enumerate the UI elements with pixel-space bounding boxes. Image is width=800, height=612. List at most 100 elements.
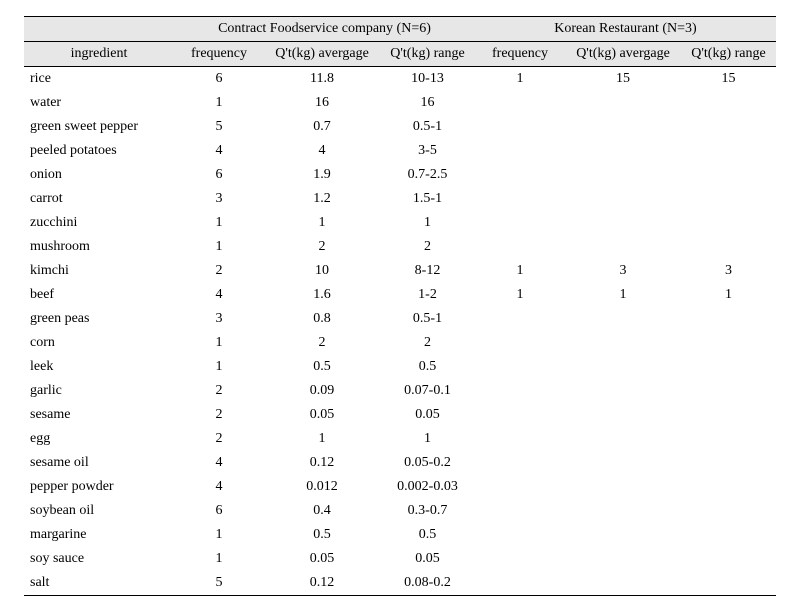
group-header-contract: Contract Foodservice company (N=6) [174,17,475,42]
table-row: green peas30.80.5-1 [24,307,776,331]
cell-ingredient: peeled potatoes [24,139,174,163]
cell-k-freq [475,499,565,523]
cell-ingredient: water [24,91,174,115]
cell-c-freq: 6 [174,499,264,523]
cell-k-range [681,547,776,571]
table-row: beef41.61-2111 [24,283,776,307]
cell-c-freq: 1 [174,331,264,355]
cell-k-freq: 1 [475,283,565,307]
cell-ingredient: sesame oil [24,451,174,475]
cell-c-freq: 2 [174,403,264,427]
cell-ingredient: zucchini [24,211,174,235]
cell-c-range: 0.08-0.2 [380,571,475,596]
cell-c-avg: 0.7 [264,115,380,139]
cell-c-freq: 2 [174,427,264,451]
cell-c-range: 0.5-1 [380,115,475,139]
cell-c-avg: 1 [264,211,380,235]
table-row: garlic20.090.07-0.1 [24,379,776,403]
cell-k-avg [565,331,681,355]
cell-ingredient: onion [24,163,174,187]
cell-k-range [681,211,776,235]
cell-c-avg: 0.05 [264,547,380,571]
cell-k-freq [475,451,565,475]
cell-c-avg: 11.8 [264,67,380,92]
col-header-k-freq: frequency [475,42,565,67]
cell-k-avg [565,427,681,451]
cell-k-avg [565,115,681,139]
table-row: green sweet pepper50.70.5-1 [24,115,776,139]
table-row: sesame20.050.05 [24,403,776,427]
cell-ingredient: green sweet pepper [24,115,174,139]
cell-c-range: 8-12 [380,259,475,283]
table-row: carrot31.21.5-1 [24,187,776,211]
cell-k-freq [475,523,565,547]
cell-c-range: 2 [380,235,475,259]
table-row: corn122 [24,331,776,355]
cell-k-range [681,451,776,475]
group-header-blank [24,17,174,42]
cell-k-range [681,91,776,115]
cell-c-freq: 2 [174,379,264,403]
cell-c-freq: 4 [174,139,264,163]
cell-k-freq [475,187,565,211]
col-header-c-freq: frequency [174,42,264,67]
cell-k-range [681,475,776,499]
cell-k-range [681,523,776,547]
table-row: pepper powder40.0120.002-0.03 [24,475,776,499]
cell-k-avg [565,403,681,427]
cell-c-range: 1 [380,427,475,451]
cell-c-freq: 2 [174,259,264,283]
cell-ingredient: green peas [24,307,174,331]
cell-k-freq [475,571,565,596]
cell-k-freq [475,427,565,451]
cell-k-freq [475,91,565,115]
cell-c-range: 1 [380,211,475,235]
table-column-header-row: ingredient frequency Q't(kg) avergage Q'… [24,42,776,67]
cell-c-range: 2 [380,331,475,355]
table-row: egg211 [24,427,776,451]
cell-k-avg [565,355,681,379]
cell-k-range [681,187,776,211]
cell-k-avg [565,211,681,235]
cell-c-avg: 0.8 [264,307,380,331]
table-row: kimchi2108-12133 [24,259,776,283]
cell-k-avg [565,547,681,571]
cell-k-range [681,331,776,355]
cell-c-avg: 0.09 [264,379,380,403]
cell-c-range: 0.05 [380,547,475,571]
cell-k-range: 3 [681,259,776,283]
table-row: mushroom122 [24,235,776,259]
cell-c-freq: 1 [174,91,264,115]
cell-c-freq: 4 [174,283,264,307]
cell-c-range: 0.5 [380,355,475,379]
cell-c-range: 3-5 [380,139,475,163]
group-header-korean: Korean Restaurant (N=3) [475,17,776,42]
table-row: onion61.90.7-2.5 [24,163,776,187]
cell-k-freq [475,139,565,163]
cell-k-freq [475,307,565,331]
cell-c-range: 0.07-0.1 [380,379,475,403]
table-row: soy sauce10.050.05 [24,547,776,571]
cell-k-freq [475,235,565,259]
cell-c-avg: 10 [264,259,380,283]
table-row: zucchini111 [24,211,776,235]
cell-k-freq [475,547,565,571]
cell-c-range: 0.3-0.7 [380,499,475,523]
table-group-header-row: Contract Foodservice company (N=6) Korea… [24,17,776,42]
cell-k-freq [475,211,565,235]
cell-c-range: 0.5-1 [380,307,475,331]
table-row: sesame oil40.120.05-0.2 [24,451,776,475]
cell-c-avg: 0.12 [264,571,380,596]
cell-c-range: 0.002-0.03 [380,475,475,499]
cell-c-range: 0.5 [380,523,475,547]
cell-k-freq: 1 [475,259,565,283]
cell-c-avg: 0.12 [264,451,380,475]
table-row: margarine10.50.5 [24,523,776,547]
cell-ingredient: garlic [24,379,174,403]
cell-ingredient: sesame [24,403,174,427]
cell-ingredient: margarine [24,523,174,547]
cell-c-freq: 4 [174,451,264,475]
cell-c-freq: 3 [174,187,264,211]
cell-k-range [681,115,776,139]
ingredients-table: Contract Foodservice company (N=6) Korea… [24,16,776,596]
